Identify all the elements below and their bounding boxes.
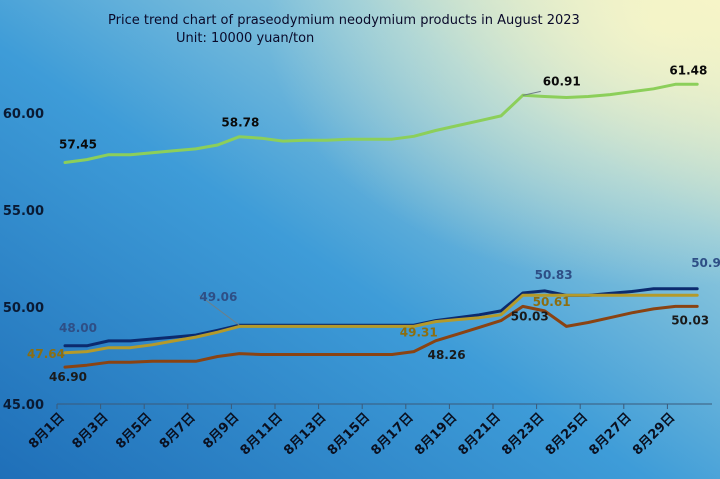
label-leader-lines [199, 90, 541, 326]
data-label: 50.83 [535, 268, 573, 282]
data-label: 50.03 [671, 313, 709, 327]
data-label: 61.48 [669, 63, 707, 77]
data-label: 46.90 [49, 370, 87, 384]
series-line-3 [63, 304, 699, 369]
series-line-2 [63, 293, 699, 355]
data-label: 58.78 [221, 116, 259, 130]
data-label: 49.06 [199, 290, 237, 304]
chart-subtitle: Unit: 10000 yuan/ton [176, 31, 314, 46]
data-label: 48.00 [59, 321, 97, 335]
data-label: 57.45 [59, 137, 97, 151]
data-label: 48.26 [428, 348, 466, 362]
series-line-0 [63, 82, 699, 164]
y-tick-label: 45.00 [3, 398, 44, 413]
y-tick-label: 50.00 [3, 301, 44, 316]
label-leader-line [522, 90, 541, 96]
chart-title: Price trend chart of praseodymium neodym… [108, 13, 580, 28]
data-label: 47.64 [27, 347, 65, 361]
data-label: 50.94 [691, 256, 720, 270]
data-label: 49.31 [400, 325, 438, 339]
y-tick-labels: 45.00 50.00 55.00 60.00 [3, 107, 44, 413]
data-label: 50.61 [533, 295, 571, 309]
data-labels: 57.45 58.78 60.91 61.48 48.00 49.06 50.83 50.9 4… [27, 63, 720, 384]
data-label: 60.91 [543, 74, 581, 88]
y-tick-label: 60.00 [3, 107, 44, 122]
series-lines [63, 82, 699, 369]
data-label: 50.03 [511, 309, 549, 323]
label-leader-line [199, 294, 240, 326]
y-tick-label: 55.00 [3, 204, 44, 219]
